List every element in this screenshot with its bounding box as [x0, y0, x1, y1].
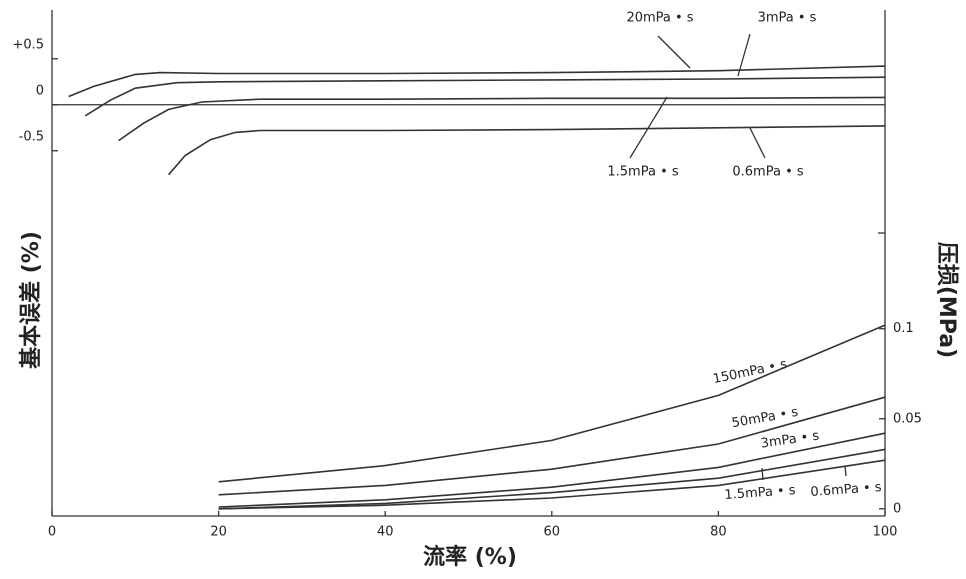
- series-line: [84, 76, 886, 117]
- y-axis-label: 基本误差 (%): [18, 231, 44, 369]
- x-axis-label: 流率 (%): [423, 544, 517, 570]
- series-line: [218, 324, 886, 483]
- series-label: 3mPa • s: [758, 11, 817, 26]
- leader-line: [749, 127, 766, 159]
- y-tick-label: -0.5: [19, 129, 44, 144]
- y-tick-label: +0.5: [12, 37, 44, 52]
- series-line: [218, 432, 886, 508]
- series-line: [118, 96, 886, 142]
- x-tick-label: 100: [873, 525, 898, 540]
- x-tick-label: 80: [710, 525, 727, 540]
- y2-tick-label: 0: [893, 501, 901, 516]
- y2-tick-label: 0.05: [893, 411, 922, 426]
- x-tick-label: 60: [544, 525, 561, 540]
- series-line: [218, 459, 886, 510]
- series-label: 50mPa • s: [731, 405, 800, 431]
- x-tick-label: 0: [48, 525, 56, 540]
- leader-line: [844, 465, 847, 477]
- series-line: [218, 448, 886, 510]
- y2-axis-label: 压损(MPa): [934, 242, 959, 358]
- series-label: 1.5mPa • s: [724, 483, 796, 503]
- series-label: 0.6mPa • s: [732, 165, 803, 180]
- series-label: 20mPa • s: [626, 11, 693, 26]
- leader-line: [629, 96, 668, 159]
- y2-tick-label: 0.1: [893, 321, 914, 336]
- x-tick-label: 40: [377, 525, 394, 540]
- y-tick-label: 0: [36, 83, 44, 98]
- series-label: 0.6mPa • s: [810, 480, 882, 500]
- series-line: [167, 125, 886, 176]
- series-line: [218, 396, 886, 496]
- x-tick-label: 20: [210, 525, 227, 540]
- leader-line: [737, 33, 751, 77]
- leader-line: [657, 35, 691, 69]
- series-line: [68, 65, 886, 98]
- series-label: 1.5mPa • s: [607, 165, 678, 180]
